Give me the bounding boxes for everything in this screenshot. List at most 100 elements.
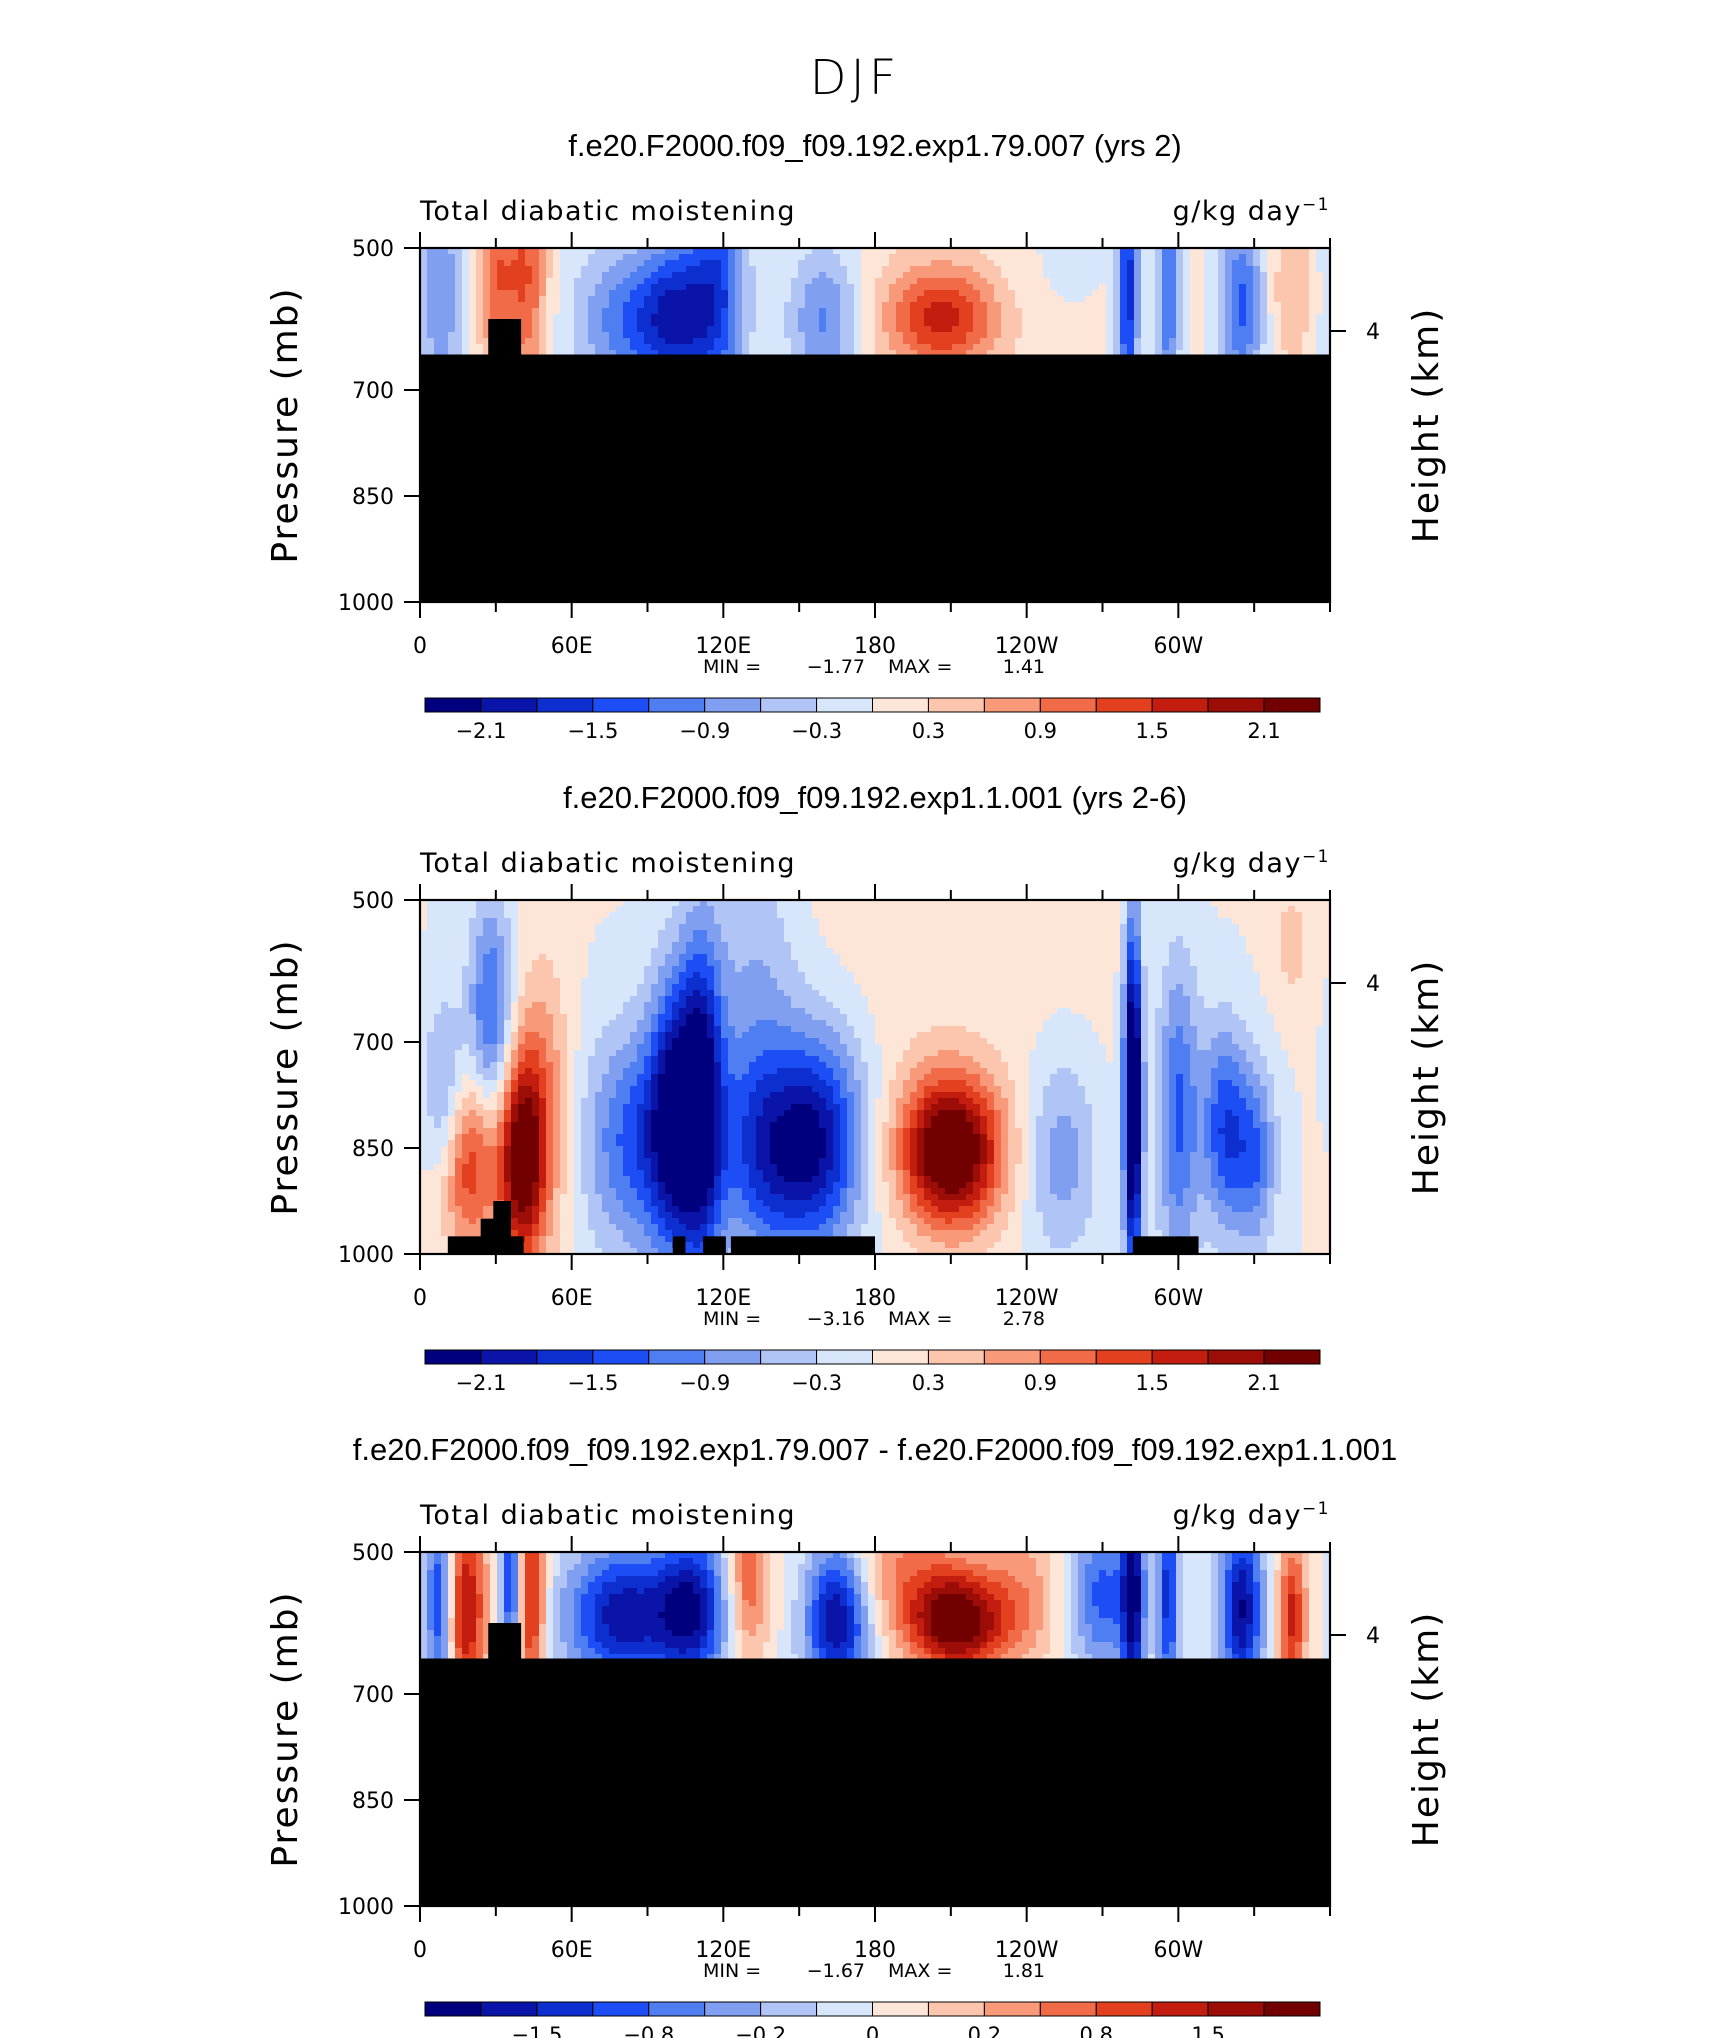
field-cell	[644, 942, 652, 949]
field-cell	[917, 996, 925, 1003]
field-cell	[1036, 302, 1044, 309]
field-cell	[441, 1002, 449, 1009]
field-cell	[504, 284, 512, 291]
field-cell	[637, 278, 645, 285]
field-cell	[420, 296, 428, 303]
field-cell	[637, 332, 645, 339]
field-cell	[1085, 1008, 1093, 1015]
field-cell	[770, 984, 778, 991]
field-cell	[1288, 906, 1296, 913]
field-cell	[910, 344, 918, 351]
field-cell	[1197, 954, 1205, 961]
field-cell	[651, 996, 659, 1003]
field-cell	[1225, 296, 1233, 303]
field-cell	[819, 984, 827, 991]
field-cell	[483, 990, 491, 997]
field-cell	[553, 960, 561, 967]
field-cell	[1295, 906, 1303, 913]
field-cell	[840, 978, 848, 985]
field-cell	[546, 912, 554, 919]
field-cell	[476, 918, 484, 925]
field-cell	[784, 326, 792, 333]
field-cell	[903, 924, 911, 931]
field-cell	[882, 254, 890, 261]
field-cell	[700, 302, 708, 309]
field-cell	[553, 326, 561, 333]
field-cell	[427, 308, 435, 315]
field-cell	[1288, 320, 1296, 327]
field-cell	[1225, 332, 1233, 339]
field-cell	[931, 1002, 939, 1009]
field-cell	[1267, 912, 1275, 919]
field-cell	[1113, 978, 1121, 985]
field-cell	[1113, 924, 1121, 931]
field-cell	[427, 996, 435, 1003]
field-cell	[448, 266, 456, 273]
field-cell	[1134, 1008, 1142, 1015]
field-cell	[1155, 906, 1163, 913]
field-cell	[1323, 984, 1330, 991]
field-cell	[441, 996, 449, 1003]
field-cell	[602, 302, 610, 309]
field-cell	[728, 338, 736, 345]
field-cell	[546, 954, 554, 961]
field-cell	[560, 954, 568, 961]
field-cell	[861, 308, 869, 315]
field-cell	[1176, 990, 1184, 997]
field-cell	[959, 900, 967, 907]
field-cell	[896, 296, 904, 303]
field-cell	[483, 1008, 491, 1015]
field-cell	[889, 918, 897, 925]
field-cell	[567, 948, 575, 955]
field-cell	[672, 332, 680, 339]
field-cell	[441, 906, 449, 913]
field-cell	[476, 906, 484, 913]
field-cell	[602, 954, 610, 961]
field-cell	[448, 984, 456, 991]
field-cell	[721, 966, 729, 973]
field-cell	[546, 972, 554, 979]
field-cell	[756, 296, 764, 303]
field-cell	[679, 954, 687, 961]
field-cell	[1260, 290, 1268, 297]
field-cell	[791, 254, 799, 261]
field-cell	[630, 266, 638, 273]
field-cell	[777, 942, 785, 949]
field-cell	[1197, 990, 1205, 997]
field-cell	[1113, 900, 1121, 907]
field-cell	[784, 338, 792, 345]
field-cell	[1260, 942, 1268, 949]
field-cell	[1183, 930, 1191, 937]
field-cell	[742, 912, 750, 919]
field-cell	[679, 248, 687, 255]
field-cell	[1057, 960, 1065, 967]
field-cell	[1260, 260, 1268, 267]
field-cell	[903, 1002, 911, 1009]
field-cell	[525, 1014, 533, 1021]
field-cell	[770, 266, 778, 273]
field-cell	[1029, 900, 1037, 907]
field-cell	[483, 296, 491, 303]
field-cell	[1204, 266, 1212, 273]
field-cell	[882, 948, 890, 955]
field-cell	[1253, 918, 1261, 925]
field-cell	[616, 966, 624, 973]
field-cell	[665, 990, 673, 997]
field-cell	[553, 990, 561, 997]
field-cell	[721, 996, 729, 1003]
field-cell	[665, 266, 673, 273]
field-cell	[1295, 924, 1303, 931]
field-cell	[588, 948, 596, 955]
field-cell	[1204, 308, 1212, 315]
field-cell	[1211, 924, 1219, 931]
field-cell	[1190, 954, 1198, 961]
field-cell	[938, 930, 946, 937]
field-cell	[553, 1014, 561, 1021]
field-cell	[1246, 332, 1254, 339]
field-cell	[1253, 990, 1261, 997]
field-cell	[945, 912, 953, 919]
field-cell	[651, 918, 659, 925]
field-cell	[630, 350, 638, 356]
field-cell	[798, 912, 806, 919]
field-cell	[735, 930, 743, 937]
